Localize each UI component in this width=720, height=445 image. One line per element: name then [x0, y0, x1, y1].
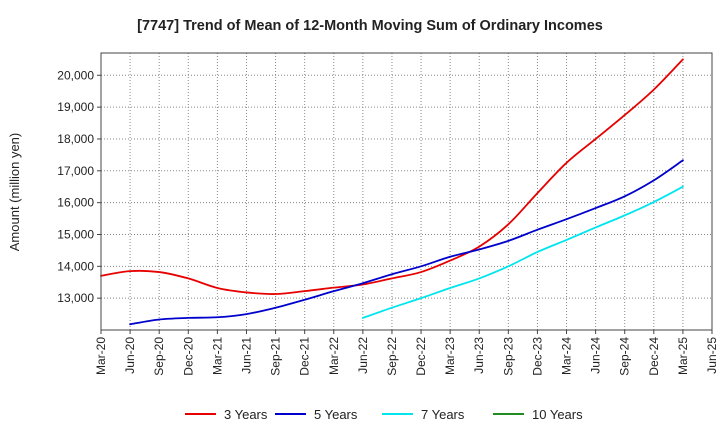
- x-tick-label: Jun-22: [356, 337, 370, 374]
- x-tick-label: Mar-21: [210, 337, 224, 375]
- x-axis-ticks: Mar-20 Jun-20 Sep-20 Dec-20 Mar-21 Jun-21 Sep-…: [94, 330, 719, 376]
- series-line-5-years: [129, 159, 684, 326]
- series-line-7-years: [361, 185, 684, 319]
- y-tick-label: 16,000: [57, 196, 94, 210]
- y-tick-label: 14,000: [57, 259, 94, 273]
- x-tick-label: Mar-24: [560, 337, 574, 375]
- x-tick-label: Sep-21: [269, 337, 283, 376]
- y-tick-label: 15,000: [57, 227, 94, 241]
- x-tick-label: Jun-24: [589, 337, 603, 374]
- x-tick-label: Dec-22: [414, 337, 428, 376]
- y-tick-label: 17,000: [57, 164, 94, 178]
- y-tick-label: 19,000: [57, 100, 94, 114]
- y-tick-label: 13,000: [57, 291, 94, 305]
- legend-label-5-years: 5 Years: [314, 407, 358, 422]
- x-tick-label: Jun-23: [472, 337, 486, 374]
- y-axis-label: Amount (million yen): [7, 133, 22, 252]
- x-tick-label: Sep-20: [152, 337, 166, 376]
- x-tick-label: Jun-21: [239, 337, 253, 374]
- x-tick-label: Dec-21: [298, 337, 312, 376]
- x-tick-label: Sep-24: [618, 337, 632, 376]
- x-tick-label: Jun-20: [123, 337, 137, 374]
- y-axis-ticks: 13,000 14,000 15,000 16,000 17,000 18,000 19,0…: [57, 68, 101, 305]
- series-lines: [100, 58, 684, 326]
- x-tick-label: Sep-22: [385, 337, 399, 376]
- x-tick-label: Jun-25: [705, 337, 719, 374]
- legend-label-10-years: 10 Years: [532, 407, 583, 422]
- series-line-3-years: [100, 58, 684, 295]
- legend-label-7-years: 7 Years: [421, 407, 465, 422]
- legend: 3 Years 5 Years 7 Years 10 Years: [185, 407, 583, 422]
- legend-label-3-years: 3 Years: [224, 407, 268, 422]
- x-tick-label: Dec-23: [530, 337, 544, 376]
- grid: [101, 53, 712, 330]
- x-tick-label: Mar-23: [443, 337, 457, 375]
- x-tick-label: Dec-20: [181, 337, 195, 376]
- chart-title: [7747] Trend of Mean of 12-Month Moving …: [137, 18, 603, 34]
- x-tick-label: Mar-22: [327, 337, 341, 375]
- x-tick-label: Sep-23: [501, 337, 515, 376]
- x-tick-label: Mar-25: [676, 337, 690, 375]
- x-tick-label: Dec-24: [647, 337, 661, 376]
- plot-area-frame: [100, 52, 713, 331]
- y-tick-label: 18,000: [57, 132, 94, 146]
- x-tick-label: Mar-20: [94, 337, 108, 375]
- y-tick-label: 20,000: [57, 68, 94, 82]
